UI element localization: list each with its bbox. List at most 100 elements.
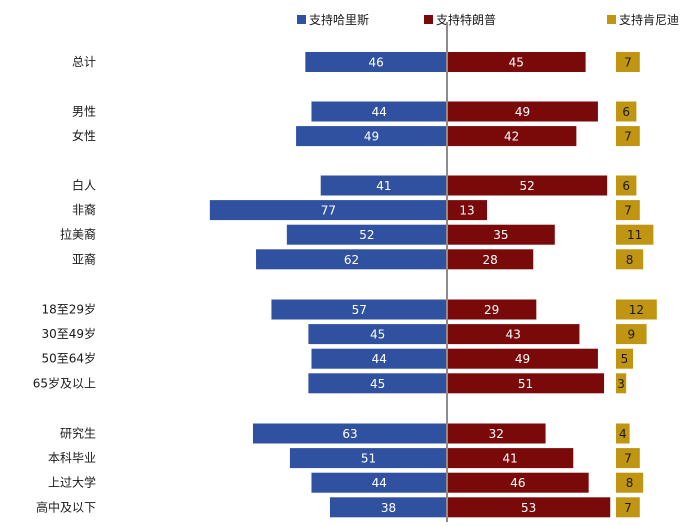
row-label: 本科毕业 bbox=[48, 451, 96, 465]
row-label: 30至49岁 bbox=[41, 326, 96, 341]
bar-trump bbox=[447, 52, 586, 72]
bar-harris bbox=[256, 249, 447, 270]
value-label-kennedy: 7 bbox=[624, 56, 632, 70]
value-label-kennedy: 6 bbox=[622, 179, 630, 193]
bar-harris bbox=[308, 324, 447, 345]
value-label-harris: 45 bbox=[370, 377, 385, 391]
bar-harris bbox=[209, 200, 447, 221]
value-label-kennedy: 5 bbox=[621, 352, 629, 366]
bar-kennedy bbox=[616, 472, 644, 493]
value-label-trump: 43 bbox=[506, 328, 521, 342]
row-label: 亚裔 bbox=[72, 251, 96, 266]
legend-swatch bbox=[607, 15, 616, 24]
value-label-trump: 53 bbox=[521, 501, 536, 515]
value-label-harris: 51 bbox=[361, 452, 376, 466]
bar-harris bbox=[271, 299, 447, 320]
row-label: 上过大学 bbox=[48, 475, 96, 490]
bar-harris bbox=[320, 175, 447, 196]
bar-kennedy bbox=[616, 324, 647, 345]
value-label-trump: 51 bbox=[518, 377, 533, 391]
value-label-trump: 29 bbox=[484, 303, 499, 317]
value-label-kennedy: 12 bbox=[629, 303, 644, 317]
bar-kennedy bbox=[616, 126, 640, 147]
value-label-kennedy: 3 bbox=[617, 377, 625, 391]
value-label-trump: 52 bbox=[519, 179, 534, 193]
bar-trump bbox=[447, 101, 598, 122]
bar-harris bbox=[286, 224, 447, 245]
bar-harris bbox=[305, 52, 447, 72]
legend-label: 支持特朗普 bbox=[436, 12, 496, 27]
bar-trump bbox=[447, 497, 611, 518]
bar-kennedy bbox=[616, 373, 627, 394]
value-label-trump: 45 bbox=[509, 56, 524, 70]
bar-trump bbox=[447, 200, 488, 221]
value-label-harris: 57 bbox=[352, 303, 367, 317]
value-label-harris: 45 bbox=[370, 328, 385, 342]
bar-trump bbox=[447, 448, 574, 469]
bar-trump bbox=[447, 175, 608, 196]
bar-harris bbox=[311, 101, 447, 122]
legend: 支持哈里斯 支持特朗普 支持肯尼迪 bbox=[297, 12, 679, 27]
value-label-harris: 44 bbox=[372, 476, 387, 490]
bar-kennedy bbox=[616, 200, 640, 221]
value-label-harris: 38 bbox=[381, 501, 396, 515]
value-label-kennedy: 8 bbox=[626, 253, 634, 267]
value-label-harris: 44 bbox=[372, 352, 387, 366]
bar-trump bbox=[447, 423, 546, 444]
value-label-kennedy: 7 bbox=[624, 204, 632, 218]
legend-swatch bbox=[297, 15, 306, 24]
bar-harris bbox=[311, 472, 447, 493]
value-label-trump: 28 bbox=[482, 253, 497, 267]
value-label-kennedy: 11 bbox=[627, 228, 642, 242]
value-label-harris: 46 bbox=[369, 56, 384, 70]
bar-harris bbox=[289, 448, 447, 469]
bar-trump bbox=[447, 249, 534, 270]
bar-kennedy bbox=[616, 423, 630, 444]
bar-kennedy bbox=[616, 249, 644, 270]
row-label: 女性 bbox=[72, 128, 96, 143]
value-label-kennedy: 8 bbox=[626, 476, 634, 490]
value-label-trump: 49 bbox=[515, 105, 530, 119]
bar-kennedy bbox=[616, 52, 640, 72]
row-label: 18至29岁 bbox=[41, 302, 96, 317]
bar-kennedy bbox=[616, 175, 637, 196]
bar-kennedy bbox=[616, 299, 657, 320]
row-label: 白人 bbox=[72, 178, 96, 193]
row-label: 拉美裔 bbox=[60, 227, 96, 242]
value-label-trump: 46 bbox=[510, 476, 525, 490]
bar-kennedy bbox=[616, 224, 654, 245]
legend-label: 支持哈里斯 bbox=[309, 12, 369, 27]
bar-trump bbox=[447, 373, 605, 394]
row-label: 男性 bbox=[72, 105, 96, 119]
row-label: 非裔 bbox=[72, 202, 96, 217]
value-label-harris: 41 bbox=[376, 179, 391, 193]
bar-trump bbox=[447, 299, 537, 320]
row-label: 总计 bbox=[72, 55, 96, 69]
value-label-kennedy: 7 bbox=[624, 501, 632, 515]
value-label-harris: 52 bbox=[359, 228, 374, 242]
value-label-kennedy: 9 bbox=[627, 328, 635, 342]
bar-kennedy bbox=[616, 448, 640, 469]
value-label-trump: 49 bbox=[515, 352, 530, 366]
bar-trump bbox=[447, 472, 589, 493]
value-label-kennedy: 6 bbox=[622, 105, 630, 119]
value-label-harris: 77 bbox=[321, 204, 336, 218]
bar-trump bbox=[447, 224, 555, 245]
value-label-kennedy: 7 bbox=[624, 452, 632, 466]
value-label-trump: 13 bbox=[459, 204, 474, 218]
value-label-kennedy: 7 bbox=[624, 130, 632, 144]
value-label-harris: 44 bbox=[372, 105, 387, 119]
value-label-harris: 49 bbox=[364, 130, 379, 144]
bar-kennedy bbox=[616, 348, 633, 369]
legend-swatch bbox=[424, 15, 433, 24]
bar-kennedy bbox=[616, 497, 640, 518]
row-label: 高中及以下 bbox=[36, 499, 96, 514]
value-label-trump: 42 bbox=[504, 130, 519, 144]
value-label-harris: 63 bbox=[342, 427, 357, 441]
row-label: 研究生 bbox=[60, 426, 96, 441]
bar-harris bbox=[296, 126, 447, 147]
legend-label: 支持肯尼迪 bbox=[619, 12, 679, 27]
